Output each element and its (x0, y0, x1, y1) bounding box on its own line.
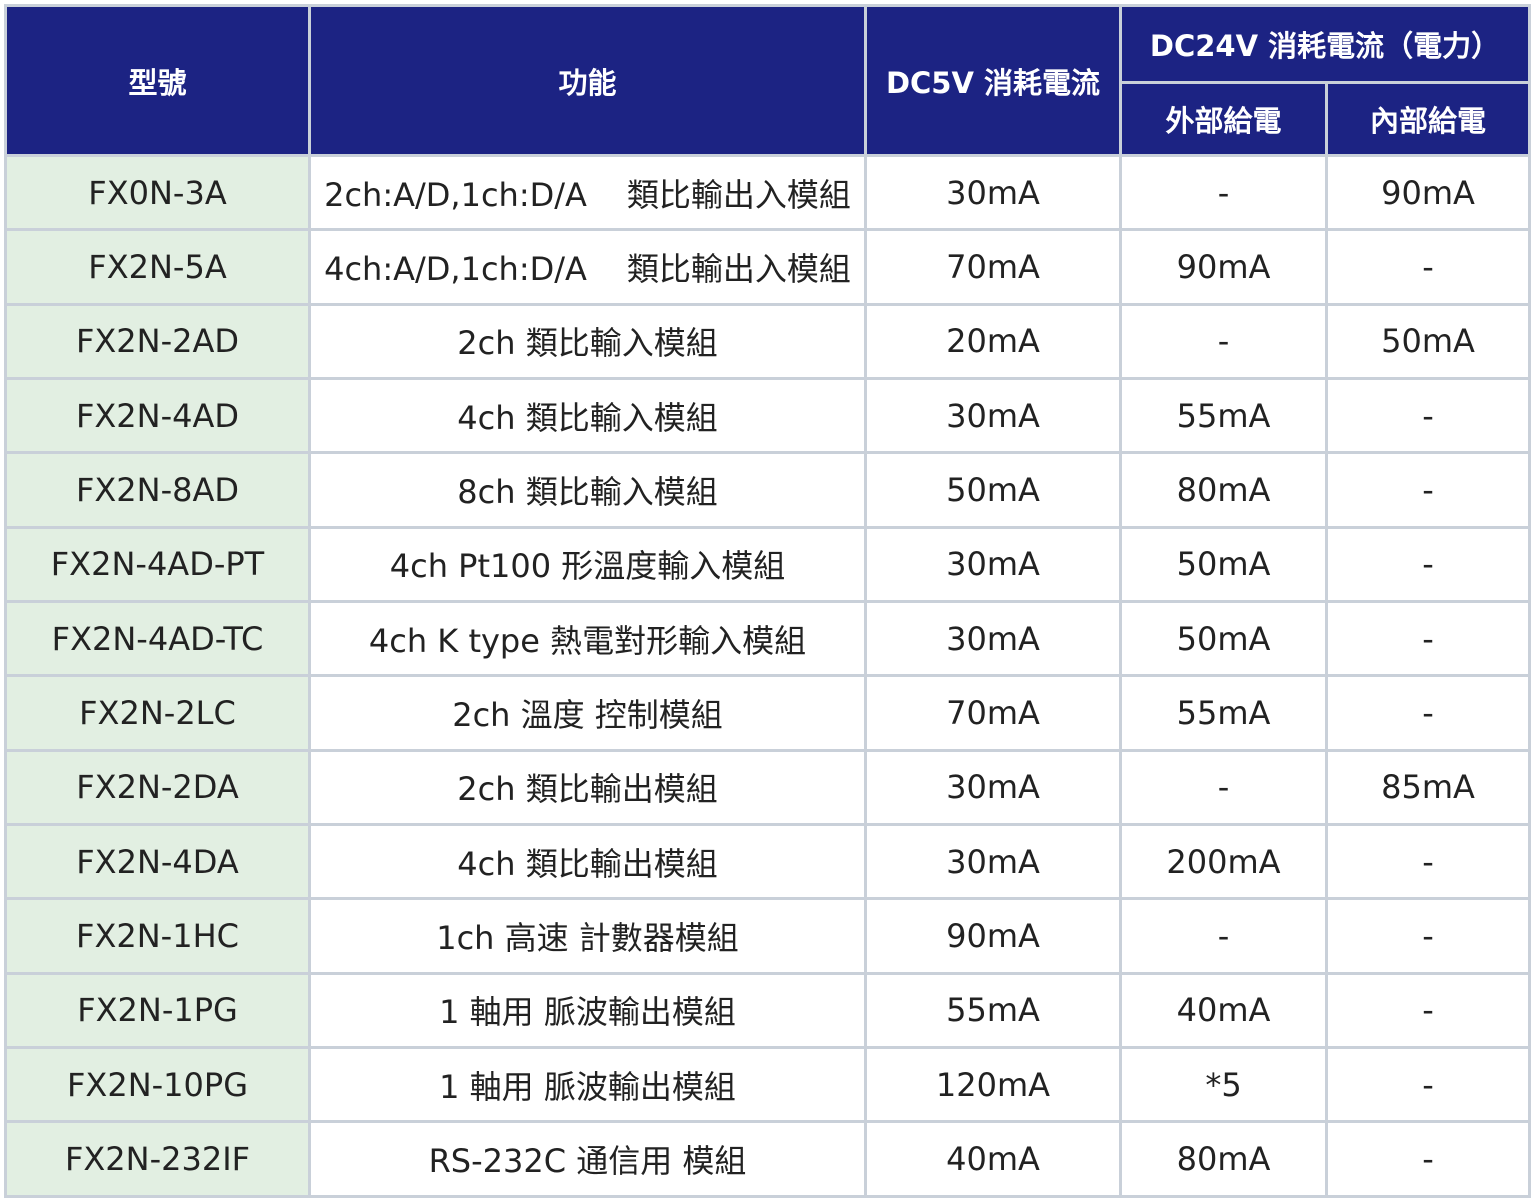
table-row: FX2N-4AD 4ch 類比輸入模組 30mA 55mA - (4, 377, 1532, 455)
header-function: 功能 (308, 4, 867, 157)
dc5v-cell: 30mA (864, 525, 1122, 604)
dc5v-cell: 70mA (864, 228, 1122, 306)
model-cell: FX2N-4AD-PT (4, 525, 311, 604)
header-model: 型號 (4, 4, 311, 157)
table-row: FX2N-10PG 1 軸用 脈波輸出模組 120mA *5 - (4, 1046, 1532, 1124)
table-row: FX2N-5A 4ch:A/D,1ch:D/A 類比輸出入模組 70mA 90mA… (4, 228, 1532, 306)
dc5v-cell: 20mA (864, 302, 1122, 381)
dc5v-cell: 55mA (864, 971, 1122, 1050)
dc5v-cell: 30mA (864, 748, 1122, 827)
function-cell: 4ch:A/D,1ch:D/A 類比輸出入模組 (308, 228, 867, 306)
table-row: FX2N-4DA 4ch 類比輸出模組 30mA 200mA - (4, 823, 1532, 901)
dc5v-cell: 40mA (864, 1120, 1122, 1198)
dc5v-cell: 30mA (864, 600, 1122, 678)
internal-cell: - (1324, 823, 1532, 901)
internal-cell: - (1324, 897, 1532, 975)
header-external-supply: 外部給電 (1119, 81, 1328, 157)
header-dc24v-current: DC24V 消耗電流（電力） (1118, 4, 1532, 84)
internal-cell: - (1324, 377, 1532, 455)
function-cell: 4ch Pt100 形溫度輸入模組 (308, 525, 867, 604)
model-cell: FX2N-1HC (4, 897, 311, 975)
function-cell: 4ch 類比輸入模組 (308, 377, 867, 455)
module-spec-table: 型號 功能 DC5V 消耗電流 DC24V 消耗電流（電力） 外部給電 內部給電… (4, 4, 1532, 1198)
external-cell: 200mA (1119, 823, 1328, 901)
internal-cell: - (1324, 1046, 1532, 1124)
dc5v-cell: 90mA (864, 897, 1122, 975)
internal-cell: 50mA (1324, 302, 1532, 381)
function-cell: 1 軸用 脈波輸出模組 (308, 971, 867, 1050)
header-dc5v-current: DC5V 消耗電流 (864, 4, 1122, 157)
function-cell: 4ch K type 熱電對形輸入模組 (308, 600, 867, 678)
function-cell: 2ch 溫度 控制模組 (308, 674, 867, 752)
model-cell: FX2N-2LC (4, 674, 311, 752)
external-cell: - (1119, 748, 1328, 827)
table-header: 型號 功能 DC5V 消耗電流 DC24V 消耗電流（電力） 外部給電 內部給電 (4, 4, 1532, 157)
external-cell: 80mA (1119, 451, 1328, 529)
internal-cell: - (1324, 971, 1532, 1050)
table-row: FX2N-1HC 1ch 高速 計數器模組 90mA - - (4, 897, 1532, 975)
model-cell: FX0N-3A (4, 153, 311, 232)
internal-cell: - (1324, 525, 1532, 604)
model-cell: FX2N-1PG (4, 971, 311, 1050)
table-row: FX2N-2DA 2ch 類比輸出模組 30mA - 85mA (4, 748, 1532, 827)
internal-cell: - (1324, 1120, 1532, 1198)
external-cell: 40mA (1119, 971, 1328, 1050)
dc5v-cell: 30mA (864, 823, 1122, 901)
external-cell: 50mA (1119, 600, 1328, 678)
external-cell: 50mA (1119, 525, 1328, 604)
external-cell: *5 (1119, 1046, 1328, 1124)
table-row: FX0N-3A 2ch:A/D,1ch:D/A 類比輸出入模組 30mA - 90… (4, 153, 1532, 232)
model-cell: FX2N-10PG (4, 1046, 311, 1124)
table-row: FX2N-1PG 1 軸用 脈波輸出模組 55mA 40mA - (4, 971, 1532, 1050)
model-cell: FX2N-2AD (4, 302, 311, 381)
external-cell: 55mA (1119, 377, 1328, 455)
function-cell: 4ch 類比輸出模組 (308, 823, 867, 901)
internal-cell: - (1324, 228, 1532, 306)
internal-cell: - (1324, 451, 1532, 529)
external-cell: 90mA (1119, 228, 1328, 306)
model-cell: FX2N-4AD (4, 377, 311, 455)
table-row: FX2N-4AD-TC 4ch K type 熱電對形輸入模組 30mA 50m… (4, 600, 1532, 678)
model-cell: FX2N-4AD-TC (4, 600, 311, 678)
table-row: FX2N-2AD 2ch 類比輸入模組 20mA - 50mA (4, 302, 1532, 381)
model-cell: FX2N-2DA (4, 748, 311, 827)
dc5v-cell: 50mA (864, 451, 1122, 529)
internal-cell: 90mA (1324, 153, 1532, 232)
table-row: FX2N-8AD 8ch 類比輸入模組 50mA 80mA - (4, 451, 1532, 529)
dc5v-cell: 120mA (864, 1046, 1122, 1124)
table-body: FX0N-3A 2ch:A/D,1ch:D/A 類比輸出入模組 30mA - 90… (4, 153, 1532, 1198)
internal-cell: - (1324, 600, 1532, 678)
external-cell: 80mA (1119, 1120, 1328, 1198)
external-cell: - (1119, 302, 1328, 381)
function-description: 類比輸出入模組 (626, 250, 851, 289)
dc5v-cell: 70mA (864, 674, 1122, 752)
dc5v-cell: 30mA (864, 377, 1122, 455)
model-cell: FX2N-8AD (4, 451, 311, 529)
function-description: 類比輸出入模組 (626, 175, 851, 214)
function-cell: 2ch:A/D,1ch:D/A 類比輸出入模組 (308, 153, 867, 232)
function-cell: 8ch 類比輸入模組 (308, 451, 867, 529)
dc5v-cell: 30mA (864, 153, 1122, 232)
function-cell: 1 軸用 脈波輸出模組 (308, 1046, 867, 1124)
external-cell: 55mA (1119, 674, 1328, 752)
model-cell: FX2N-232IF (4, 1120, 311, 1198)
function-cell: 1ch 高速 計數器模組 (308, 897, 867, 975)
header-internal-supply: 內部給電 (1324, 81, 1532, 157)
external-cell: - (1119, 153, 1328, 232)
function-cell: 2ch 類比輸出模組 (308, 748, 867, 827)
function-cell: 2ch 類比輸入模組 (308, 302, 867, 381)
table-row: FX2N-232IF RS-232C 通信用 模組 40mA 80mA - (4, 1120, 1532, 1198)
model-cell: FX2N-5A (4, 228, 311, 306)
function-channels: 2ch:A/D,1ch:D/A (324, 175, 587, 214)
internal-cell: 85mA (1324, 748, 1532, 827)
table-row: FX2N-4AD-PT 4ch Pt100 形溫度輸入模組 30mA 50mA … (4, 525, 1532, 604)
table-row: FX2N-2LC 2ch 溫度 控制模組 70mA 55mA - (4, 674, 1532, 752)
external-cell: - (1119, 897, 1328, 975)
internal-cell: - (1324, 674, 1532, 752)
model-cell: FX2N-4DA (4, 823, 311, 901)
function-cell: RS-232C 通信用 模組 (308, 1120, 867, 1198)
function-channels: 4ch:A/D,1ch:D/A (324, 250, 587, 289)
